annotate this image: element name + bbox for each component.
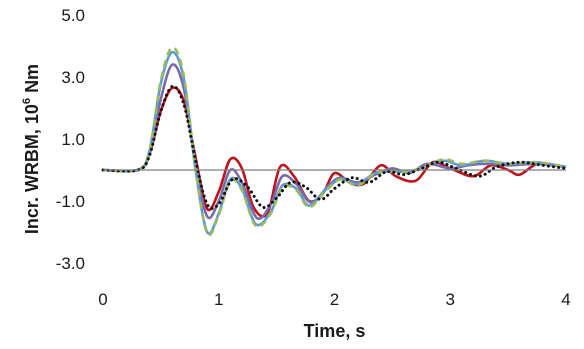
x-tick-label: 0 — [98, 290, 107, 309]
y-tick-label: 1.0 — [61, 130, 85, 149]
y-tick-labels: 5.0 3.0 1.0 -1.0 -3.0 — [56, 6, 85, 273]
y-axis-title-suffix: Nm — [22, 64, 42, 98]
series-line-3 — [102, 50, 567, 235]
y-axis-title-prefix: Incr. WRBM, 10 — [22, 104, 42, 234]
y-axis-title-exponent: 6 — [21, 98, 33, 104]
y-tick-label: 5.0 — [61, 6, 85, 25]
x-tick-label: 3 — [446, 290, 455, 309]
y-tick-label: 3.0 — [61, 68, 85, 87]
x-tick-label: 2 — [330, 290, 339, 309]
y-axis-title: Incr. WRBM, 106 Nm — [21, 64, 42, 234]
x-tick-labels: 0 1 2 3 4 — [98, 290, 570, 309]
x-tick-label: 4 — [561, 290, 570, 309]
series-line-4 — [102, 46, 567, 237]
plot-lines — [101, 46, 568, 237]
series-line-2 — [102, 63, 567, 221]
series-line-1 — [102, 86, 567, 218]
x-axis-title: Time, s — [304, 321, 366, 341]
y-tick-label: -3.0 — [56, 254, 85, 273]
x-tick-label: 1 — [214, 290, 223, 309]
series-line-5 — [101, 84, 568, 210]
y-tick-label: -1.0 — [56, 192, 85, 211]
